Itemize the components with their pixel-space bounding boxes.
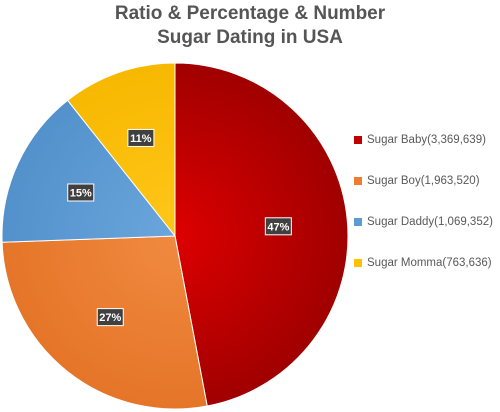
pie-slice-0 xyxy=(174,62,349,407)
data-label-1: 27% xyxy=(96,308,124,327)
data-label-box xyxy=(96,308,124,327)
legend-swatch xyxy=(354,177,362,185)
data-label-text: 47% xyxy=(267,221,289,233)
chart-title: Ratio & Percentage & Number Sugar Dating… xyxy=(0,2,500,50)
legend-swatch xyxy=(354,218,362,226)
legend-item-3: Sugar Momma(763,636) xyxy=(354,253,500,273)
legend-item-0: Sugar Baby(3,369,639) xyxy=(354,130,500,150)
legend: Sugar Baby(3,369,639) Sugar Boy(1,963,520… xyxy=(354,130,500,294)
data-label-text: 15% xyxy=(70,187,92,199)
legend-label: Sugar Baby(3,369,639) xyxy=(367,134,486,146)
pie-slice-2 xyxy=(1,99,177,243)
chart-title-line2: Sugar Dating in USA xyxy=(157,27,343,48)
data-label-text: 11% xyxy=(130,133,152,145)
data-label-box xyxy=(127,128,155,147)
data-label-3: 11% xyxy=(127,128,155,147)
legend-label: Sugar Momma(763,636) xyxy=(367,257,492,269)
legend-item-1: Sugar Boy(1,963,520) xyxy=(354,171,500,191)
chart-title-line1: Ratio & Percentage & Number xyxy=(114,3,386,24)
data-label-box xyxy=(264,217,292,236)
data-label-0: 47% xyxy=(264,217,292,236)
legend-label: Sugar Daddy(1,069,352) xyxy=(367,216,493,228)
legend-label: Sugar Boy(1,963,520) xyxy=(367,175,480,187)
pie-slice-3 xyxy=(66,62,176,238)
legend-swatch xyxy=(354,259,362,267)
legend-item-2: Sugar Daddy(1,069,352) xyxy=(354,212,500,232)
legend-swatch xyxy=(354,136,362,144)
data-label-box xyxy=(67,183,95,202)
data-label-text: 27% xyxy=(99,312,121,324)
data-label-2: 15% xyxy=(67,183,95,202)
